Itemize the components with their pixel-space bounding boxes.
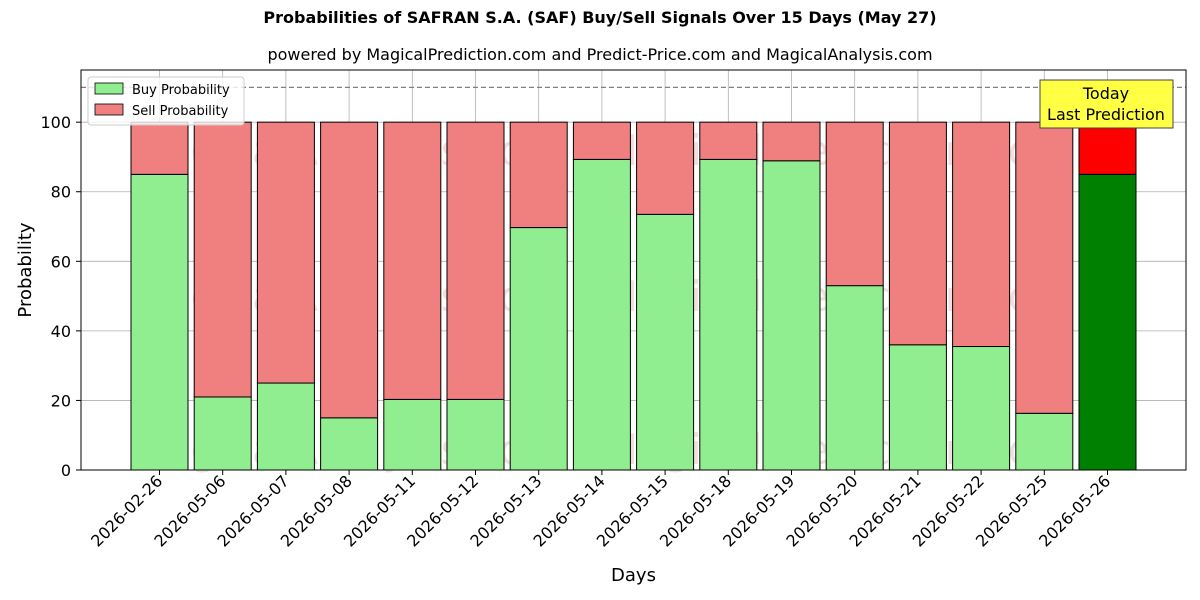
sell-bar <box>636 121 695 215</box>
buy-bar <box>572 158 631 471</box>
legend-sell-swatch <box>94 103 124 116</box>
legend-sell-label: Sell Probability <box>132 104 229 119</box>
y-axis-label: Probability <box>15 222 36 317</box>
legend-box <box>87 76 245 126</box>
chart-title: Probabilities of SAFRAN S.A. (SAF) Buy/S… <box>263 8 937 27</box>
buy-bar <box>825 285 884 471</box>
sell-bar <box>888 121 947 346</box>
buy-bar <box>509 227 568 471</box>
sell-bar <box>509 121 568 229</box>
annotation-line1: Today <box>1082 84 1129 103</box>
buy-bar <box>130 173 189 471</box>
buy-bar <box>193 396 252 471</box>
today-annotation: Today Last Prediction <box>1039 79 1174 129</box>
buy-bar <box>1015 412 1074 471</box>
y-tick-label: 20 <box>51 391 71 410</box>
annotation-line2: Last Prediction <box>1047 105 1165 124</box>
y-tick-label: 0 <box>61 461 71 480</box>
sell-bar <box>1015 121 1074 414</box>
sell-bar <box>699 121 758 160</box>
chart-subtitle: powered by MagicalPrediction.com and Pre… <box>267 45 933 64</box>
buy-bar <box>1078 173 1137 471</box>
sell-bar <box>256 121 315 384</box>
buy-bar <box>320 417 379 471</box>
plot-area-frame <box>80 69 1187 471</box>
annotation-box <box>1039 79 1174 129</box>
legend: Buy Probability Sell Probability <box>87 76 245 126</box>
y-tick-label: 80 <box>51 183 71 202</box>
sell-bar <box>130 121 189 175</box>
sell-bar <box>825 121 884 287</box>
buy-bar <box>383 398 442 471</box>
buy-bar <box>888 344 947 471</box>
buy-bar <box>256 382 315 471</box>
buy-bar <box>636 213 695 471</box>
sell-bar <box>446 121 505 400</box>
sell-bar <box>193 121 252 398</box>
sell-bar <box>1078 121 1137 175</box>
legend-buy-label: Buy Probability <box>132 83 230 98</box>
buy-bar <box>952 346 1011 471</box>
legend-buy-swatch <box>94 82 124 95</box>
buy-bar <box>699 158 758 471</box>
y-tick-label: 60 <box>51 252 71 271</box>
x-axis-label: Days <box>611 565 656 586</box>
bar-layer <box>81 86 1186 471</box>
sell-bar <box>320 121 379 419</box>
y-tick-label: 40 <box>51 322 71 341</box>
buy-bar <box>446 398 505 471</box>
y-tick-label: 100 <box>40 113 71 132</box>
sell-bar <box>383 121 442 400</box>
sell-bar <box>952 121 1011 348</box>
sell-bar <box>572 121 631 160</box>
buy-bar <box>762 160 821 471</box>
sell-bar <box>762 121 821 162</box>
